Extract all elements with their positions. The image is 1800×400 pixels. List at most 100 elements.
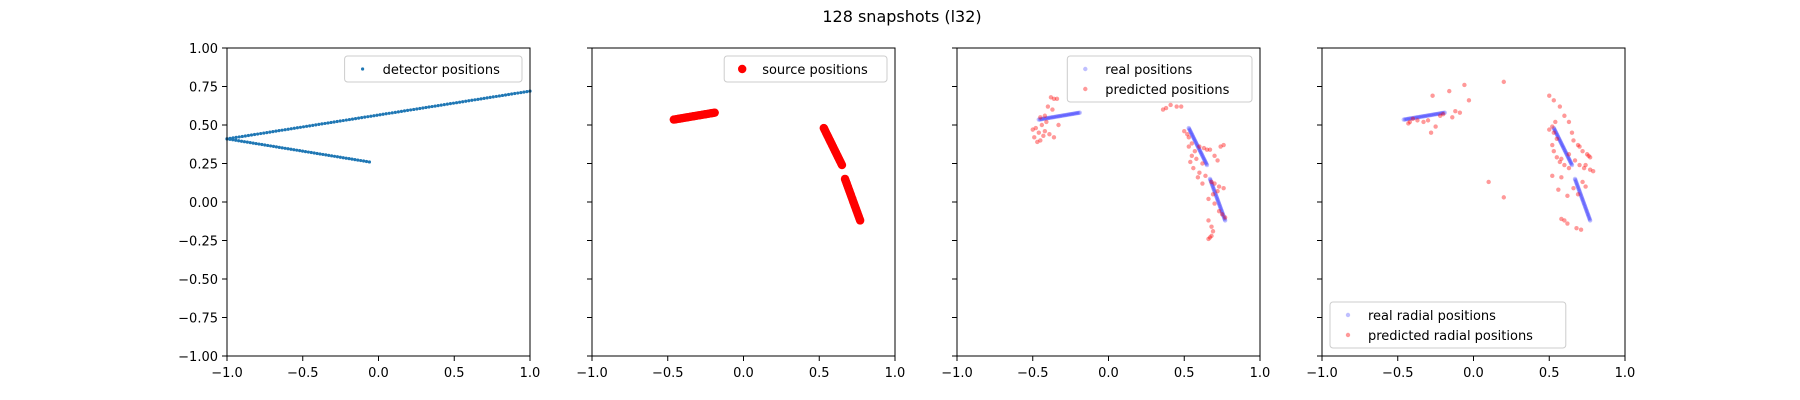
data-point (298, 149, 302, 153)
data-point (1438, 111, 1443, 116)
data-point (1431, 112, 1437, 117)
data-point (1486, 179, 1491, 185)
data-point (427, 105, 431, 109)
data-point (1192, 148, 1198, 154)
data-point (1559, 156, 1564, 162)
data-point (301, 125, 306, 129)
data-point (321, 152, 325, 157)
data-point (320, 122, 324, 126)
data-point (1200, 154, 1206, 159)
data-point (473, 98, 477, 102)
data-point (335, 155, 340, 159)
data-point (249, 133, 254, 137)
data-point (367, 160, 372, 164)
data-point (1037, 117, 1043, 122)
data-point (1583, 206, 1588, 211)
data-point (1200, 161, 1205, 166)
data-point (1187, 128, 1193, 133)
data-point (1583, 162, 1588, 168)
data-point (1204, 162, 1210, 168)
data-point (1572, 158, 1578, 163)
data-point (1218, 144, 1223, 149)
legend: source positions (723, 55, 888, 83)
data-point (1206, 236, 1211, 242)
legend-label: real radial positions (1368, 309, 1496, 324)
data-point (1575, 192, 1581, 197)
data-point (1581, 165, 1587, 171)
data-point (1220, 210, 1225, 215)
x-tick-label: −1.0 (1306, 366, 1338, 381)
data-point (1190, 133, 1195, 138)
data-point (323, 121, 327, 126)
data-point (1564, 152, 1569, 157)
data-point (1203, 159, 1208, 164)
data-point (506, 92, 511, 97)
y-tick-label: −0.50 (178, 273, 218, 288)
data-point (1566, 156, 1572, 162)
data-point (454, 101, 459, 105)
data-point (1047, 115, 1052, 121)
x-tick-label: 1.0 (885, 366, 906, 381)
data-point (1213, 192, 1219, 198)
data-point (1039, 116, 1044, 122)
data-point (1579, 194, 1584, 199)
data-point (1566, 155, 1571, 161)
subplots: −1.0 −0.5 0.0 0.5 1.0 −1.00 −0.75 −0.50 −0.25 0.0… (178, 42, 1635, 381)
data-point (1168, 102, 1173, 108)
data-point (347, 117, 352, 122)
data-point (1051, 135, 1057, 140)
data-point (448, 102, 453, 106)
y-tick-label: 0.25 (189, 158, 218, 173)
data-point (1569, 161, 1574, 167)
data-point (1199, 152, 1204, 157)
data-point (1587, 167, 1593, 172)
data-point (1035, 139, 1040, 145)
data-point (353, 117, 358, 121)
data-point (1557, 137, 1562, 143)
data-point (332, 120, 336, 124)
legend: real positions predicted positions (1066, 55, 1253, 103)
data-point (1450, 115, 1455, 120)
y-tick-label: 1.00 (189, 42, 218, 57)
legend-marker (361, 67, 365, 71)
data-point (234, 135, 238, 140)
data-point (1189, 153, 1195, 158)
data-point (1187, 127, 1192, 132)
data-point (1586, 214, 1591, 219)
data-point (1581, 200, 1587, 206)
data-point (1435, 111, 1441, 117)
data-point (1188, 130, 1194, 136)
x-tick-label: 1.0 (1250, 366, 1271, 381)
data-point (1552, 128, 1558, 133)
data-point (259, 131, 263, 136)
data-point (256, 132, 260, 136)
data-point (1554, 136, 1560, 142)
data-point (268, 144, 273, 148)
data-point (280, 146, 284, 150)
data-point (1587, 155, 1593, 160)
data-point (1209, 233, 1214, 239)
data-point (1212, 190, 1218, 195)
data-points (1401, 79, 1596, 232)
data-point (1191, 165, 1196, 171)
data-point (1068, 112, 1073, 117)
data-point (271, 144, 276, 148)
data-point (254, 141, 258, 146)
legend-box (723, 55, 888, 83)
data-point (1462, 82, 1467, 88)
data-point (1404, 116, 1409, 122)
x-tick-label: −1.0 (941, 366, 973, 381)
legend-box (1066, 55, 1253, 103)
data-point (1573, 179, 1579, 184)
legend-label: predicted positions (1105, 83, 1229, 98)
legend-marker (1345, 312, 1351, 318)
data-point (338, 155, 342, 159)
data-point (1420, 114, 1425, 119)
data-point (283, 146, 287, 150)
data-point (442, 103, 446, 107)
data-point (239, 139, 244, 143)
data-point (311, 123, 315, 127)
data-point (1077, 110, 1082, 115)
data-point (1055, 114, 1060, 119)
data-point (409, 108, 413, 112)
